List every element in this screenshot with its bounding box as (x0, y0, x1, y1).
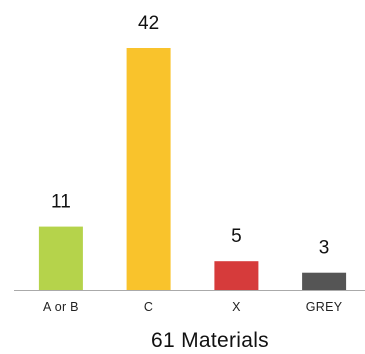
x-tick-label-x: X (232, 300, 241, 314)
bar-a-or-b (38, 226, 83, 290)
data-label-x: 5 (231, 226, 242, 247)
chart-caption: 61 Materials (151, 329, 269, 352)
data-label-grey: 3 (319, 238, 330, 259)
data-label-c: 42 (138, 13, 159, 34)
bars-group (38, 48, 347, 290)
x-tick-label-c: C (144, 300, 153, 314)
x-tick-labels-group: A or B C X GREY (43, 300, 343, 314)
x-tick-label-grey: GREY (306, 300, 343, 314)
bar-grey (302, 272, 347, 290)
bar-c (126, 48, 171, 290)
data-labels-group: 11 42 5 3 (51, 13, 329, 259)
x-tick-label-a-or-b: A or B (43, 300, 79, 314)
bar-x (214, 261, 259, 290)
data-label-a-or-b: 11 (51, 192, 71, 213)
